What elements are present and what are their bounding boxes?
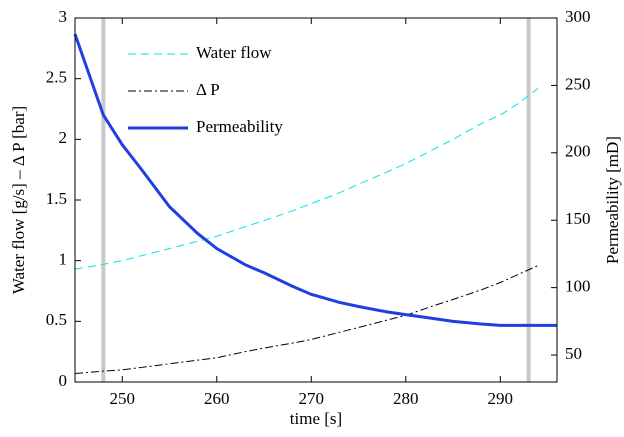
- legend-label: Water flow: [196, 43, 272, 62]
- legend-label: Permeability: [196, 117, 283, 136]
- y-tick-label: 2.5: [46, 68, 67, 87]
- x-tick-label: 270: [299, 389, 325, 408]
- legend-label: Δ P: [196, 80, 220, 99]
- series-line: [74, 265, 539, 375]
- y-tick-label: 1.5: [46, 189, 67, 208]
- y-tick-label: 1: [59, 250, 68, 269]
- x-tick-label: 290: [488, 389, 514, 408]
- y-tick-label: 3: [59, 7, 68, 26]
- y2-tick-label: 100: [565, 277, 591, 296]
- y-tick-label: 2: [59, 128, 68, 147]
- y2-tick-label: 50: [565, 344, 582, 363]
- y2-tick-label: 250: [565, 74, 591, 93]
- series-line: [74, 87, 539, 270]
- y-axis-label: Water flow [g/s] – Δ P [bar]: [9, 106, 28, 294]
- x-tick-label: 280: [393, 389, 419, 408]
- plot-frame: [74, 17, 558, 383]
- y2-tick-label: 300: [565, 7, 591, 26]
- x-tick-label: 250: [110, 389, 136, 408]
- x-axis-label: time [s]: [290, 409, 342, 428]
- x-tick-label: 260: [204, 389, 230, 408]
- y2-axis-label: Permeability [mD]: [603, 136, 622, 264]
- y2-tick-label: 150: [565, 209, 591, 228]
- y-tick-label: 0: [59, 371, 68, 390]
- y-tick-label: 0.5: [46, 310, 67, 329]
- y2-tick-label: 200: [565, 142, 591, 161]
- series-line: [73, 33, 557, 327]
